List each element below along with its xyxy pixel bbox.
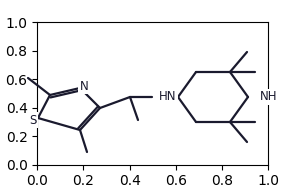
Text: N: N <box>80 80 89 92</box>
Text: HN: HN <box>159 90 176 103</box>
Text: S: S <box>29 114 37 127</box>
Text: NH: NH <box>260 90 277 103</box>
